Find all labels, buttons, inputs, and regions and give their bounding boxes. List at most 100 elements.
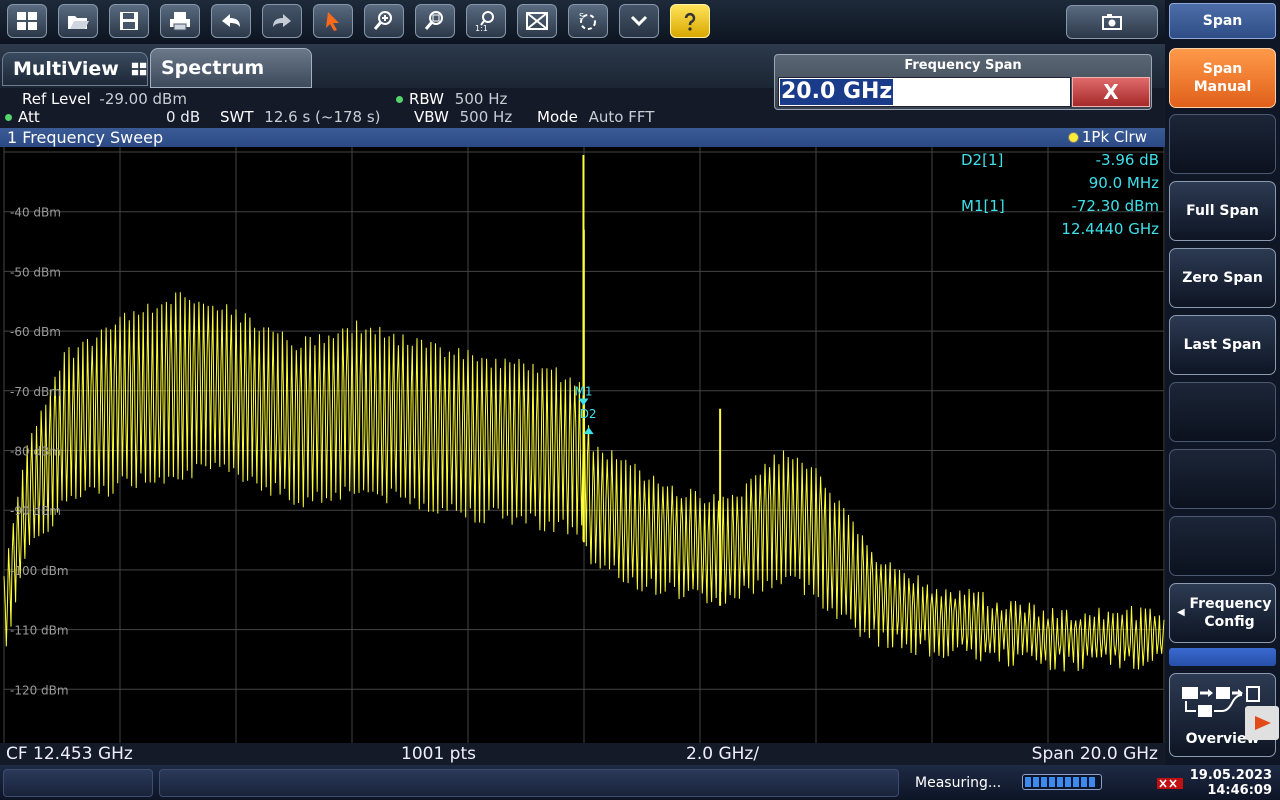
softkey-menu-title-label: Span — [1202, 13, 1243, 29]
tab-multiview-label: MultiView — [13, 58, 119, 80]
span-readout: Span 20.0 GHz — [1031, 744, 1158, 764]
undo-icon[interactable] — [211, 4, 251, 38]
overview-button[interactable]: Overview — [1169, 673, 1279, 757]
span-input-value: 20.0 GHz — [780, 79, 894, 105]
last-span-label: Last Span — [1183, 337, 1262, 353]
status-dot-icon — [5, 114, 12, 121]
zoom-in-icon[interactable] — [364, 4, 404, 38]
mode-label: Mode — [537, 108, 578, 126]
m1-freq: 12.4440 GHz — [1061, 220, 1159, 238]
vbw-label: VBW — [414, 108, 449, 126]
window-title-bar[interactable]: 1 Frequency Sweep 1Pk Clrw — [0, 128, 1165, 147]
clear-button[interactable]: X — [1072, 77, 1150, 107]
full-span-button[interactable]: Full Span — [1169, 181, 1276, 241]
zoom-1to1-label: 1:1 — [475, 24, 488, 32]
expand-left-icon: ◀ — [1177, 607, 1185, 618]
softkey-empty-3[interactable] — [1169, 449, 1276, 509]
m1-label: M1[1] — [961, 197, 1005, 215]
ref-level-value: -29.00 dBm — [99, 90, 187, 108]
y-tick-label: -40 dBm — [10, 206, 61, 220]
marker-m1-icon[interactable] — [578, 398, 589, 406]
zero-span-label: Zero Span — [1182, 270, 1263, 286]
play-flag-icon — [1245, 706, 1279, 740]
open-icon[interactable] — [58, 4, 98, 38]
rbw-label: RBW — [409, 90, 445, 108]
overview-label: Overview — [1185, 731, 1260, 747]
sequencer-icon[interactable]: S — [568, 4, 608, 38]
last-span-button[interactable]: Last Span — [1169, 315, 1276, 375]
d2-value: -3.96 dB — [1095, 151, 1159, 169]
close-icon: X — [1103, 80, 1119, 104]
frequency-axis-footer: CF 12.453 GHz 1001 pts 2.0 GHz/ Span 20.… — [0, 743, 1165, 765]
softkey-panel: Span Span Manual Full Span Zero Span Las… — [1165, 0, 1280, 765]
y-tick-label: -110 dBm — [10, 624, 69, 638]
att-label: Att — [18, 108, 40, 126]
redo-icon[interactable] — [262, 4, 302, 38]
date: 19.05.2023 — [1189, 768, 1272, 783]
ref-level-label: Ref Level — [22, 90, 91, 108]
tab-multiview[interactable]: MultiView — [2, 52, 148, 86]
att-value: 0 dB — [166, 108, 201, 126]
frequency-span-dialog: Frequency Span 20.0 GHz X — [774, 54, 1152, 110]
spectrum-chart: -40 dBm -50 dBm -60 dBm -70 dBm -80 dBm -90 d… — [3, 147, 1165, 747]
spectrum-plot[interactable]: -40 dBm -50 dBm -60 dBm -70 dBm -80 dBm -90 d… — [0, 147, 1165, 747]
dialog-title: Frequency Span — [904, 58, 1022, 73]
progress-fill — [1025, 777, 1098, 787]
sweep-points: 1001 pts — [401, 744, 476, 764]
select-icon[interactable] — [313, 4, 353, 38]
help-icon[interactable] — [670, 4, 710, 38]
tab-spectrum[interactable]: Spectrum — [150, 48, 312, 88]
sequencer-label: S — [579, 12, 584, 21]
d2-label: D2[1] — [961, 151, 1004, 169]
multi-zoom-icon[interactable] — [415, 4, 455, 38]
center-frequency: CF 12.453 GHz — [6, 744, 133, 764]
status-text: Measuring... — [915, 775, 1002, 791]
windows-icon[interactable] — [7, 4, 47, 38]
vbw: VBW 500 Hz — [414, 108, 512, 126]
span-input[interactable]: 20.0 GHz — [778, 77, 1071, 107]
y-tick-label: -120 dBm — [10, 683, 69, 697]
swt-label: SWT — [220, 108, 254, 126]
trace-info[interactable]: 1Pk Clrw — [1067, 128, 1147, 147]
marker-d2-icon[interactable] — [583, 427, 594, 435]
sweep-time: SWT 12.6 s (~178 s) — [220, 108, 381, 126]
y-tick-label: -70 dBm — [10, 385, 61, 399]
softkey-scroll-bar[interactable] — [1169, 648, 1276, 666]
zero-span-button[interactable]: Zero Span — [1169, 248, 1276, 308]
status-bar: Measuring... 19.05.2023 14:46:09 — [0, 765, 1280, 800]
screenshot-button[interactable] — [1066, 5, 1158, 39]
status-field — [3, 769, 153, 797]
swt-value: 12.6 s (~178 s) — [264, 108, 381, 126]
softkey-empty-4[interactable] — [1169, 516, 1276, 576]
more-icon[interactable] — [619, 4, 659, 38]
mode-value: Auto FFT — [588, 108, 655, 126]
progress-bar — [1022, 774, 1102, 790]
toolbar: 1:1 S — [0, 0, 1165, 44]
frequency-config-label: Frequency Config — [1189, 596, 1272, 630]
remote-status-icon — [1157, 778, 1183, 789]
status-dot-icon — [396, 96, 403, 103]
span-manual-button[interactable]: Span Manual — [1169, 48, 1276, 108]
d2-freq: 90.0 MHz — [1088, 174, 1159, 192]
tab-spectrum-label: Spectrum — [161, 57, 265, 79]
y-tick-label: -60 dBm — [10, 325, 61, 339]
softkey-menu-title[interactable]: Span — [1169, 3, 1276, 39]
signal-flow-icon — [1182, 686, 1260, 717]
attenuation: Att — [5, 108, 40, 126]
full-span-label: Full Span — [1186, 203, 1259, 219]
date-time: 19.05.2023 14:46:09 — [1188, 768, 1272, 798]
zoom-off-icon[interactable] — [517, 4, 557, 38]
trace-info-label: 1Pk Clrw — [1081, 128, 1147, 146]
print-icon[interactable] — [160, 4, 200, 38]
frequency-config-button[interactable]: ◀ Frequency Config — [1169, 583, 1276, 643]
message-field — [159, 769, 899, 797]
zoom-1to1-icon[interactable]: 1:1 — [466, 4, 506, 38]
rbw: RBW 500 Hz — [396, 90, 507, 108]
mode: Mode Auto FFT — [537, 108, 654, 126]
save-icon[interactable] — [109, 4, 149, 38]
y-tick-label: -80 dBm — [10, 445, 61, 459]
span-manual-label: Span Manual — [1193, 61, 1252, 95]
softkey-empty-1[interactable] — [1169, 114, 1276, 174]
camera-icon — [1102, 14, 1122, 30]
softkey-empty-2[interactable] — [1169, 382, 1276, 442]
